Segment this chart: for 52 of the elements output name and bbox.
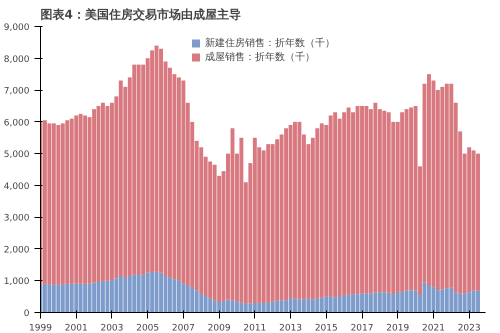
y-tick-label: 9,000: [4, 23, 30, 33]
bar: [252, 138, 257, 303]
bar: [78, 114, 83, 284]
bar: [123, 278, 128, 312]
bar: [204, 296, 208, 312]
bar: [378, 292, 382, 312]
bar: [310, 299, 315, 312]
x-tick-label: 2003: [100, 324, 124, 333]
bar: [328, 115, 333, 297]
x-tick-label: 2023: [458, 324, 481, 333]
y-tick-label: 0: [24, 309, 30, 319]
x-tick-label: 2001: [64, 324, 88, 333]
bar: [181, 284, 186, 312]
bar: [65, 120, 70, 284]
x-tick-label: 2013: [279, 324, 302, 333]
x-tick-label: 2019: [386, 324, 410, 333]
bar: [262, 302, 266, 312]
x-tick-label: 1999: [29, 324, 52, 333]
bar: [136, 275, 141, 312]
bar: [60, 123, 65, 285]
x-tick-label: 2017: [350, 324, 374, 333]
y-tick-label: 3,000: [4, 214, 30, 224]
x-tick-label: 2007: [172, 324, 195, 333]
x-tick-label: 2015: [314, 324, 338, 333]
x-tick-label: 2011: [243, 324, 266, 333]
y-tick-label: 4,000: [4, 182, 30, 192]
bar: [181, 80, 186, 284]
bar: [60, 284, 65, 312]
bar: [400, 292, 404, 312]
y-tick-label: 1,000: [4, 277, 30, 288]
x-tick-label: 2005: [136, 324, 160, 333]
x-tick-label: 2021: [422, 324, 445, 333]
y-tick-label: 2,000: [4, 245, 30, 256]
legend-label: 新建住房销售：折年数（千）: [205, 36, 335, 50]
bar: [449, 288, 454, 312]
bar: [458, 293, 462, 312]
x-tick-label: 2009: [208, 324, 231, 333]
bar: [400, 112, 404, 292]
legend-label: 成屋销售：折年数（千）: [205, 50, 315, 64]
bar: [136, 64, 141, 275]
bar: [132, 64, 136, 274]
y-tick-label: 7,000: [4, 86, 30, 97]
y-tick-label: 5,000: [4, 150, 30, 160]
chart-title: 图表4：美国住房交易市场由成屋主导: [40, 8, 241, 22]
y-tick-label: 8,000: [4, 54, 30, 65]
bar: [328, 296, 333, 312]
bar: [70, 118, 74, 284]
bar: [252, 302, 257, 312]
bar: [74, 115, 78, 284]
bar: [78, 284, 83, 312]
y-tick-label: 6,000: [4, 118, 30, 128]
bar: [382, 110, 386, 292]
